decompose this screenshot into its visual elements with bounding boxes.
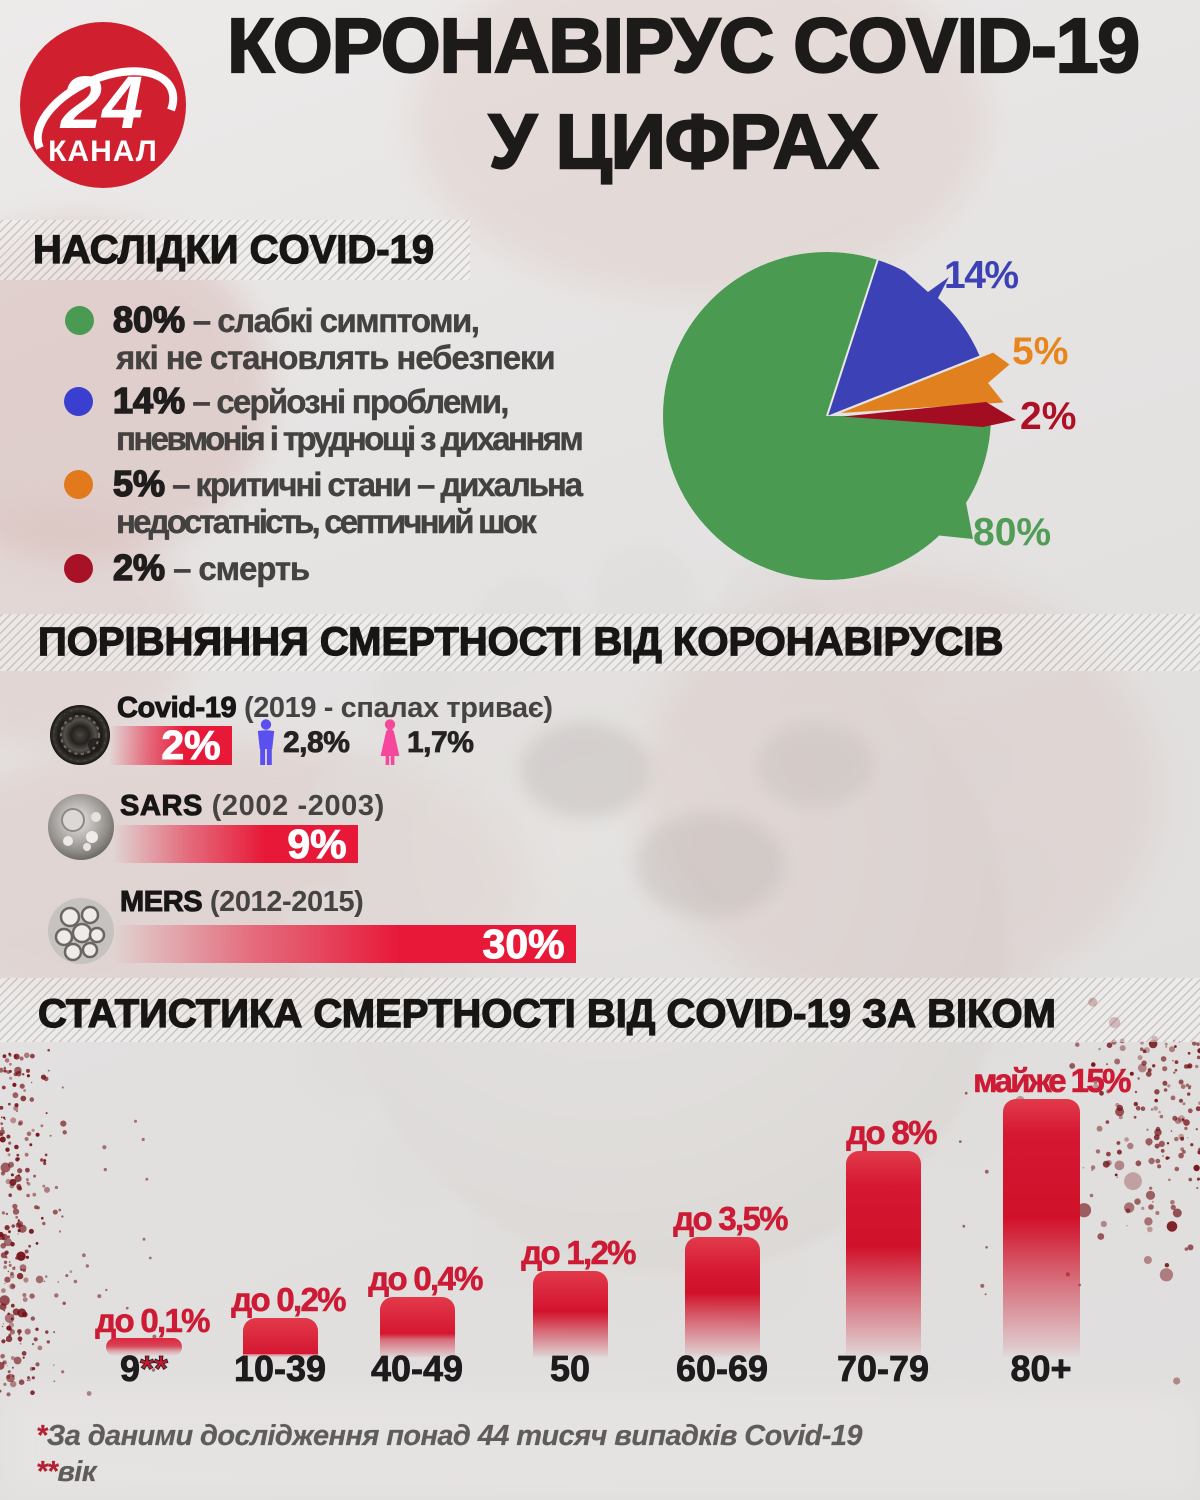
svg-text:КАНАЛ: КАНАЛ bbox=[48, 135, 158, 168]
svg-text:80%: 80% bbox=[973, 511, 1051, 554]
svg-text:2%: 2% bbox=[1020, 395, 1076, 438]
svg-text:24: 24 bbox=[59, 61, 143, 144]
svg-text:14%: 14% bbox=[944, 254, 1018, 297]
svg-text:5%: 5% bbox=[1012, 330, 1068, 373]
